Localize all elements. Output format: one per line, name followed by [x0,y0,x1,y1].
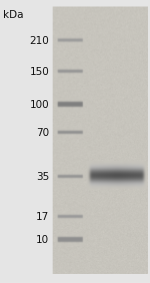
Text: 17: 17 [36,212,49,222]
Text: 70: 70 [36,128,49,138]
Text: 10: 10 [36,235,49,245]
Text: 35: 35 [36,172,49,182]
Text: 100: 100 [30,100,49,110]
Text: 210: 210 [30,36,49,46]
Text: kDa: kDa [3,10,24,20]
Text: 150: 150 [30,67,49,77]
